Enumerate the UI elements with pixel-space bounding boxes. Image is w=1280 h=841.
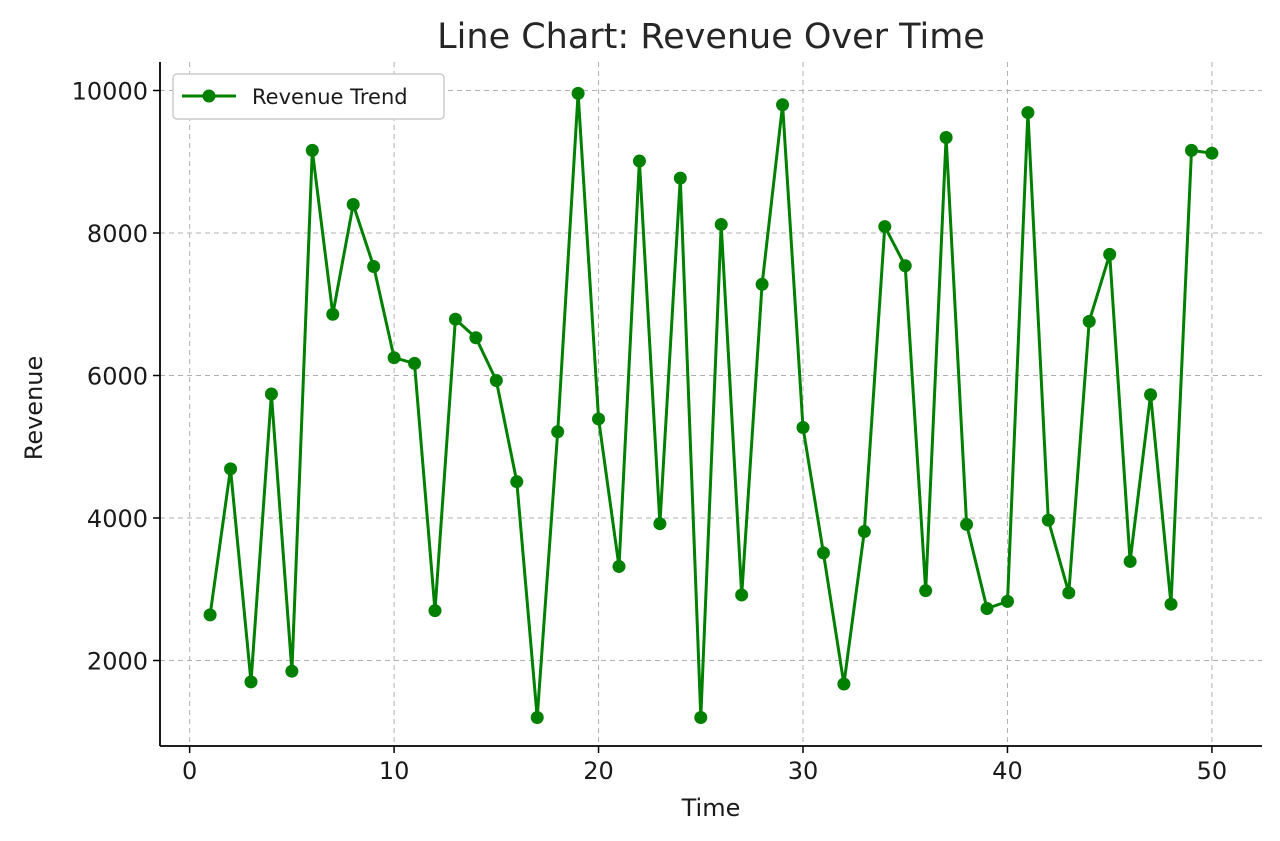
data-point <box>694 711 708 724</box>
data-point <box>387 351 401 365</box>
legend-marker <box>202 89 216 103</box>
y-tick-label: 2000 <box>87 648 148 676</box>
data-point <box>632 154 646 168</box>
data-point <box>428 604 442 618</box>
data-point <box>919 584 933 598</box>
data-point <box>796 421 810 435</box>
data-point <box>1144 388 1158 402</box>
series-layer <box>203 86 1219 724</box>
data-point <box>346 198 360 211</box>
data-point <box>1205 146 1219 160</box>
data-point <box>612 559 626 573</box>
data-point <box>755 277 769 291</box>
data-point <box>1041 513 1055 527</box>
x-tick-label: 10 <box>379 757 410 785</box>
data-point <box>510 475 524 489</box>
x-tick-label: 50 <box>1197 757 1228 785</box>
data-point <box>551 425 565 439</box>
data-point <box>898 259 912 273</box>
data-point <box>224 462 238 476</box>
y-tick-label: 8000 <box>87 220 148 248</box>
data-point <box>592 412 606 426</box>
data-point <box>1123 554 1137 568</box>
x-tick-label: 0 <box>182 757 197 785</box>
data-point <box>816 546 830 560</box>
grid <box>160 62 1262 746</box>
data-point <box>673 171 687 185</box>
y-tick-label: 6000 <box>87 363 148 391</box>
data-point <box>1062 586 1076 600</box>
data-point <box>1164 597 1178 611</box>
data-point <box>980 601 994 615</box>
data-point <box>776 98 790 112</box>
x-tick-label: 20 <box>583 757 614 785</box>
data-point <box>878 220 892 234</box>
data-point <box>305 143 319 157</box>
legend-box <box>172 73 445 120</box>
axes: 0 10 20 30 40 50 2000 4000 6000 8000 10000 <box>72 62 1262 785</box>
data-point <box>469 331 483 345</box>
data-point <box>714 217 728 231</box>
data-point <box>857 525 871 539</box>
data-point <box>939 131 953 145</box>
data-point <box>1103 247 1117 261</box>
x-tick-label: 40 <box>992 757 1023 785</box>
data-point <box>653 517 667 531</box>
data-point <box>735 588 749 602</box>
data-point <box>285 664 299 678</box>
series-line <box>208 91 1213 719</box>
y-tick-label: 10000 <box>72 78 148 106</box>
y-tick-label: 4000 <box>87 505 148 533</box>
data-point <box>530 711 544 724</box>
data-point <box>264 387 278 401</box>
x-tick-label: 30 <box>788 757 819 785</box>
legend-label: Revenue Trend <box>252 85 408 109</box>
data-point <box>326 307 340 321</box>
y-axis-label: Revenue <box>20 356 48 461</box>
data-point <box>960 517 974 531</box>
data-point <box>489 373 503 387</box>
data-point <box>244 675 258 689</box>
data-point <box>1082 314 1096 328</box>
chart-title: Line Chart: Revenue Over Time <box>437 17 985 57</box>
data-point <box>408 356 422 370</box>
x-axis-label: Time <box>681 794 741 822</box>
legend: Revenue Trend <box>172 73 445 120</box>
data-point <box>1184 143 1198 157</box>
data-point <box>571 86 585 100</box>
data-point <box>448 312 462 326</box>
data-point <box>367 259 381 273</box>
data-point <box>837 677 851 691</box>
data-point <box>1000 594 1014 608</box>
data-point <box>203 608 217 622</box>
data-point <box>1021 106 1035 120</box>
